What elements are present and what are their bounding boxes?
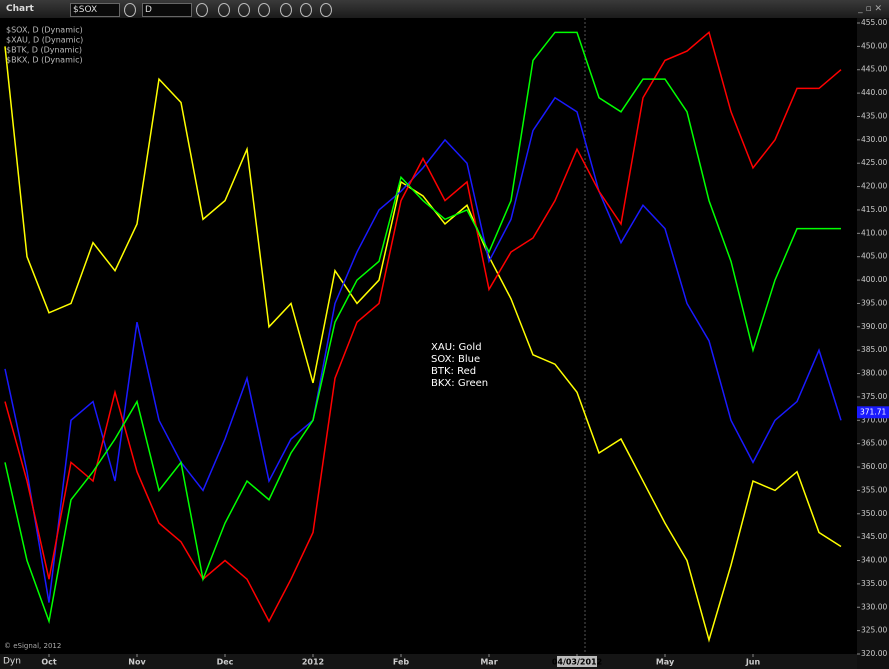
- cursor-date-box: [557, 656, 597, 667]
- x-tick-label: 04/03/2012: [552, 658, 602, 667]
- y-axis-panel: [857, 18, 889, 669]
- x-tick-label: Mar: [480, 658, 497, 667]
- symbol-input[interactable]: $SOX: [70, 3, 120, 17]
- y-tick-label: 350.00: [861, 509, 887, 518]
- y-tick-label: 415.00: [861, 205, 887, 214]
- study-legend: $SOX, D (Dynamic): [6, 26, 83, 35]
- series-line: [4, 96, 842, 603]
- x-tick-label: Jun: [745, 658, 761, 667]
- y-tick-label: 455.00: [861, 18, 887, 27]
- y-tick-label: 425.00: [861, 158, 887, 167]
- play-button[interactable]: [280, 3, 292, 17]
- study-legend: $BKX, D (Dynamic): [6, 56, 83, 65]
- chart: $SOX, D (Dynamic) $XAU, D (Dynamic) $BTK…: [0, 18, 889, 669]
- tag-button[interactable]: [320, 3, 332, 17]
- y-tick-label: 450.00: [861, 41, 887, 50]
- y-tick-label: 445.00: [861, 65, 887, 74]
- copyright: © eSignal, 2012: [4, 642, 61, 650]
- y-tick-label: 430.00: [861, 135, 887, 144]
- y-tick-label: 405.00: [861, 252, 887, 261]
- draw-button[interactable]: [218, 3, 230, 17]
- last-price-box: [857, 406, 889, 419]
- x-tick-label: Feb: [393, 658, 410, 667]
- annotation: BTK: Red: [431, 366, 476, 377]
- y-tick-label: 325.00: [861, 626, 887, 635]
- y-tick-label: 440.00: [861, 88, 887, 97]
- x-tick-label: Nov: [128, 658, 146, 667]
- y-tick-label: 345.00: [861, 532, 887, 541]
- options-button[interactable]: [300, 3, 312, 17]
- y-tick-label: 435.00: [861, 111, 887, 120]
- y-tick-label: 420.00: [861, 182, 887, 191]
- interval-input[interactable]: D: [142, 3, 192, 17]
- y-tick-label: 375.00: [861, 392, 887, 401]
- y-tick-label: 360.00: [861, 462, 887, 471]
- last-price-label: 371.71: [860, 407, 886, 416]
- refresh-button[interactable]: [196, 3, 208, 17]
- x-tick-label: Oct: [41, 658, 57, 667]
- y-tick-label: 380.00: [861, 369, 887, 378]
- annotation: BKX: Green: [431, 378, 488, 389]
- annotation: XAU: Gold: [431, 342, 482, 353]
- plot-area: [0, 18, 857, 654]
- y-tick-label: 385.00: [861, 345, 887, 354]
- link-button[interactable]: [124, 3, 136, 17]
- y-tick-label: 340.00: [861, 556, 887, 565]
- text-button[interactable]: [238, 3, 250, 17]
- y-tick-label: 330.00: [861, 602, 887, 611]
- toolbar: Chart $SOX D _ ▫ ✕: [0, 0, 889, 18]
- x-tick-label: Dec: [217, 658, 234, 667]
- mode-label[interactable]: Dyn: [3, 657, 21, 667]
- y-tick-label: 410.00: [861, 228, 887, 237]
- study-legend: $XAU, D (Dynamic): [6, 36, 83, 45]
- y-tick-label: 320.00: [861, 649, 887, 658]
- y-tick-label: 400.00: [861, 275, 887, 284]
- study-button[interactable]: [258, 3, 270, 17]
- x-axis-panel: [0, 654, 857, 669]
- series-line: [4, 31, 842, 623]
- y-tick-label: 395.00: [861, 298, 887, 307]
- annotation: SOX: Blue: [431, 354, 480, 365]
- series-line: [4, 46, 842, 643]
- y-tick-label: 365.00: [861, 439, 887, 448]
- y-tick-label: 370.00: [861, 415, 887, 424]
- x-tick-label: May: [656, 658, 675, 667]
- study-legend: $BTK, D (Dynamic): [6, 46, 82, 55]
- y-tick-label: 355.00: [861, 485, 887, 494]
- y-tick-label: 335.00: [861, 579, 887, 588]
- series-line: [4, 31, 841, 625]
- x-tick-label: 2012: [302, 658, 324, 667]
- window-title: Chart: [6, 4, 34, 14]
- y-tick-label: 390.00: [861, 322, 887, 331]
- window-controls[interactable]: _ ▫ ✕: [858, 4, 882, 14]
